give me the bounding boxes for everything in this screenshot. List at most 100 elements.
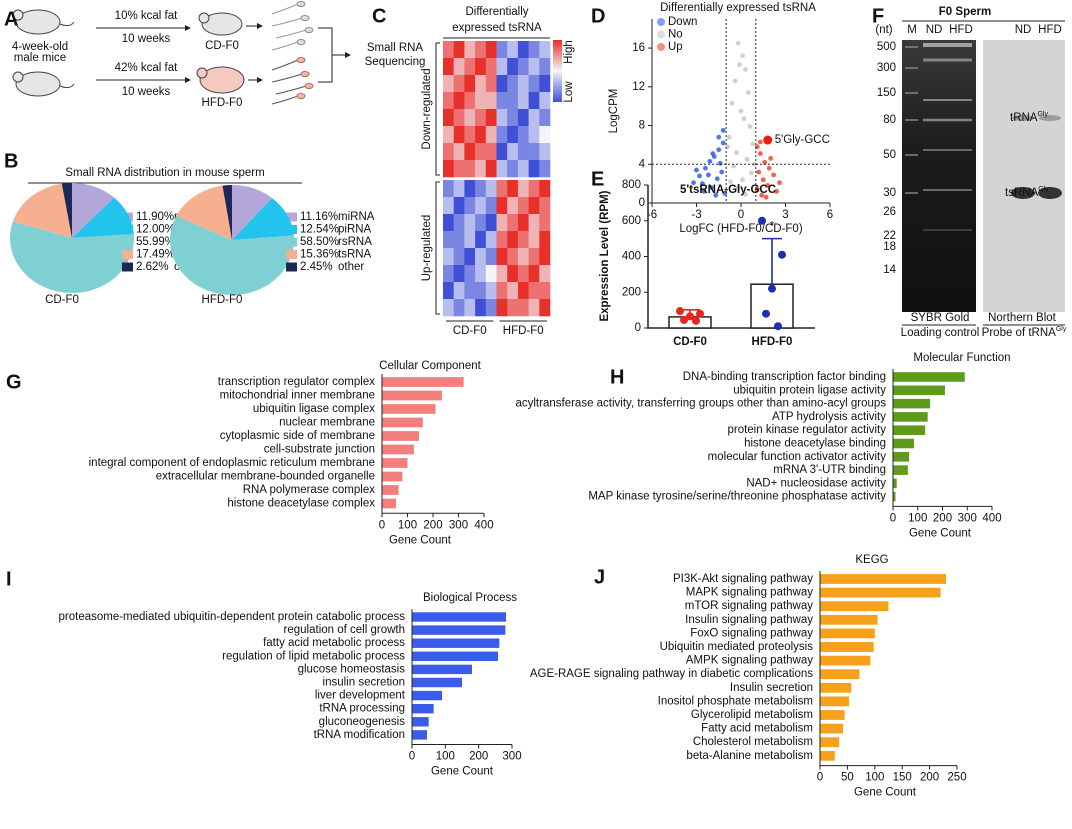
x-tick-label: 100 [398, 519, 417, 531]
legend-label: tsRNA [338, 249, 372, 261]
heatmap-cell [485, 75, 497, 93]
bar [382, 485, 399, 495]
bar [412, 638, 500, 648]
heatmap-cell [517, 231, 529, 249]
heatmap-cell [496, 214, 508, 232]
heatmap-cell [475, 160, 487, 178]
heatmap-cell [507, 58, 519, 76]
legend-value: 12.54% [300, 224, 339, 236]
legend-label: rsRNA [338, 236, 372, 248]
heatmap-cell [496, 265, 508, 283]
panel-label: I [6, 568, 12, 590]
category-label: FoxO signaling pathway [690, 627, 813, 639]
heatmap-cell [517, 143, 529, 161]
legend-swatch [286, 225, 297, 234]
category-label: MAP kinase tyrosine/serine/threonine pho… [588, 491, 886, 503]
heatmap-cell [443, 214, 454, 232]
x-tick-label: 200 [933, 512, 952, 524]
bar [382, 404, 436, 414]
heatmap-cell [539, 75, 551, 93]
heatmap-cell [539, 160, 551, 178]
x-tick-label: 6 [827, 209, 833, 221]
heatmap-cell [496, 109, 508, 127]
heatmap-cell [496, 126, 508, 144]
heatmap-cell [475, 58, 487, 76]
legend-swatch [286, 250, 297, 259]
legend-marker [657, 18, 665, 26]
scatter-point [741, 116, 747, 122]
category-label: molecular function activator activity [708, 451, 887, 463]
scatter-point [729, 100, 735, 106]
heatmap-cell [528, 160, 540, 178]
category-label: tRNA processing [319, 703, 405, 715]
bar [820, 601, 889, 612]
heatmap-cell [485, 92, 497, 110]
x-axis-label: Gene Count [854, 787, 917, 799]
scatter-point [738, 108, 744, 114]
heatmap-cell [485, 126, 497, 144]
bar [893, 385, 945, 396]
chart-title: KEGG [855, 554, 888, 566]
size-marker: 14 [883, 264, 896, 276]
bar [893, 425, 926, 435]
data-point [696, 309, 704, 318]
bar [382, 458, 408, 468]
gel-caption: SYBR Gold [911, 312, 970, 324]
panel-label: J [594, 566, 605, 588]
y-tick-label: 800 [622, 179, 641, 191]
scatter-point [720, 127, 726, 133]
x-tick-label: 100 [865, 772, 884, 784]
bar [893, 491, 896, 502]
lane-label: HFD [949, 24, 973, 36]
bar [820, 574, 947, 584]
scatter-point [747, 124, 753, 129]
heatmap-cell [528, 197, 540, 215]
heatmap-cell [496, 75, 508, 93]
band-label-sup: Gly [1037, 111, 1048, 118]
scatter-point [703, 165, 708, 171]
category-label: DNA-binding transcription factor binding [683, 371, 886, 383]
category-label: CD-F0 [453, 325, 487, 337]
data-point [758, 216, 766, 225]
scatter-point [707, 158, 713, 164]
pie-slice [72, 183, 115, 238]
x-tick-label: 250 [947, 772, 966, 784]
category-label: nuclear membrane [279, 417, 375, 429]
x-tick-label: 0 [738, 209, 744, 221]
scatter-point [728, 179, 734, 185]
category-label: mitochondrial inner membrane [220, 390, 375, 402]
bar [893, 372, 965, 382]
bar [382, 471, 403, 482]
scatter-point [737, 62, 742, 67]
scatter-point [720, 140, 726, 146]
bar [820, 655, 871, 666]
x-axis-label: Gene Count [431, 765, 494, 777]
bar [893, 452, 910, 462]
heatmap-cell [517, 92, 529, 110]
scatter-point [768, 156, 774, 161]
heatmap-cell [496, 197, 508, 215]
heatmap-cell [517, 180, 529, 198]
heatmap-cell [485, 248, 497, 266]
heatmap-cell [507, 92, 519, 110]
scatter-point [735, 40, 741, 46]
bar [893, 478, 897, 489]
legend-value: 11.90% [136, 211, 174, 223]
heatmap-cell [475, 214, 487, 232]
heatmap-cell [539, 180, 551, 198]
heatmap-cell [464, 214, 476, 232]
scatter-point [694, 167, 699, 173]
category-label: cytoplasmic side of membrane [220, 430, 375, 442]
category-label: liver development [315, 690, 406, 702]
pie-slice [72, 197, 134, 238]
bar [820, 723, 844, 734]
heatmap-cell [517, 282, 529, 300]
bar [820, 696, 850, 707]
bar [820, 587, 941, 598]
category-label: ubiquitin ligase complex [253, 403, 375, 415]
legend-value: 15.36% [300, 249, 339, 261]
heatmap-cell [443, 299, 454, 317]
scatter-point [708, 185, 714, 190]
data-point [676, 307, 684, 316]
